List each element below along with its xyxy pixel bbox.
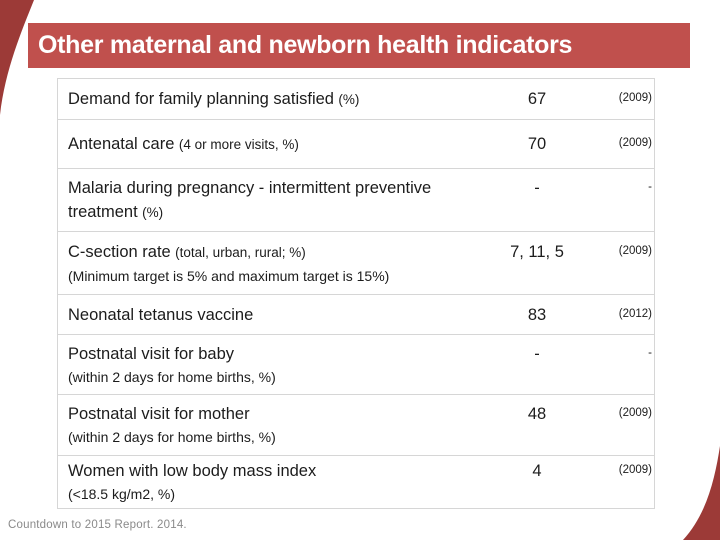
indicator-note: (total, urban, rural; %) [175,244,306,260]
indicator-subnote: (Minimum target is 5% and maximum target… [68,267,390,284]
indicator-value: 4 [532,462,542,480]
indicator-label-cell: Postnatal visit for baby (within 2 days … [58,342,477,388]
indicator-label: Neonatal tetanus vaccine [68,305,254,324]
indicator-label: Malaria during pregnancy - intermittent … [68,178,432,221]
indicator-value: 48 [527,405,547,423]
indicator-value: - [534,178,540,197]
indicator-label-cell: Postnatal visit for mother (within 2 day… [58,402,477,448]
indicator-subnote: (within 2 days for home births, %) [68,429,276,445]
indicator-year: (2012) [618,307,652,320]
indicator-label-line: C-section rate (total, urban, rural; %) [68,240,471,265]
indicator-label-line: Antenatal care (4 or more visits, %) [68,132,471,157]
indicator-note: (4 or more visits, %) [178,136,299,152]
indicator-year: (2009) [618,407,652,419]
indicator-year: (2009) [618,464,652,476]
table-row: Demand for family planning satisfied (%)… [58,79,654,119]
table-row-inner: Demand for family planning satisfied (%)… [58,87,654,112]
indicator-label-cell: Malaria during pregnancy - intermittent … [58,176,477,225]
indicator-label-line: Neonatal tetanus vaccine [68,303,471,327]
page-title: Other maternal and newborn health indica… [38,31,573,59]
title-banner: Other maternal and newborn health indica… [28,23,690,68]
footer-citation: Countdown to 2015 Report. 2014. [8,519,187,531]
indicator-subnote: (within 2 days for home births, %) [68,368,276,385]
table-row: Neonatal tetanus vaccine 83 (2012) [58,294,654,334]
indicator-note: (%) [338,91,360,107]
indicator-label-cell: Demand for family planning satisfied (%) [58,87,477,112]
table-row-inner: Postnatal visit for baby (within 2 days … [58,342,654,388]
indicator-label: Postnatal visit for mother [68,405,250,423]
table-row: C-section rate (total, urban, rural; %) … [58,231,654,294]
indicator-label: Women with low body mass index [68,462,317,480]
table-row-inner: Neonatal tetanus vaccine 83 (2012) [58,303,654,327]
indicator-year: - [648,180,652,193]
indicator-label-line: Postnatal visit for baby [68,342,471,366]
table-row: Malaria during pregnancy - intermittent … [58,168,654,231]
corner-accent-top-left [0,0,34,115]
indicator-note: (%) [142,204,164,220]
indicator-label-cell: Antenatal care (4 or more visits, %) [58,132,477,157]
table-row-inner: Postnatal visit for mother (within 2 day… [58,402,654,448]
indicator-label-line: Postnatal visit for mother [68,402,471,426]
table-row-inner: Malaria during pregnancy - intermittent … [58,176,654,225]
indicator-label-cell: Women with low body mass index (<18.5 kg… [58,459,477,505]
table-row: Postnatal visit for mother (within 2 day… [58,394,654,455]
indicator-value: 67 [527,89,547,108]
indicator-value: 70 [527,134,547,153]
indicator-year: (2009) [618,136,652,149]
indicator-year: (2009) [618,91,652,104]
indicator-label: C-section rate [68,242,171,261]
corner-accent-bottom-right [683,446,720,540]
indicator-label: Demand for family planning satisfied [68,89,334,108]
indicators-table: Demand for family planning satisfied (%)… [57,78,655,509]
indicator-label-line: Demand for family planning satisfied (%) [68,87,471,112]
indicator-label-cell: C-section rate (total, urban, rural; %) … [58,240,477,287]
indicator-label-cell: Neonatal tetanus vaccine [58,303,477,327]
indicator-subnote: (<18.5 kg/m2, %) [68,486,175,502]
indicator-label-line: Malaria during pregnancy - intermittent … [68,176,471,225]
table-row-inner: Women with low body mass index (<18.5 kg… [58,459,654,505]
table-row-inner: Antenatal care (4 or more visits, %) 70 … [58,132,654,157]
indicator-label: Antenatal care [68,134,175,153]
indicator-value: - [534,344,540,363]
indicator-label: Postnatal visit for baby [68,344,234,363]
table-row: Women with low body mass index (<18.5 kg… [58,455,654,508]
indicator-value: 83 [527,305,547,324]
indicator-year: - [648,346,652,359]
table-row-inner: C-section rate (total, urban, rural; %) … [58,240,654,287]
indicator-value: 7, 11, 5 [510,242,564,261]
indicator-label-line: Women with low body mass index [68,459,471,483]
table-row: Antenatal care (4 or more visits, %) 70 … [58,119,654,168]
table-row: Postnatal visit for baby (within 2 days … [58,334,654,394]
indicator-year: (2009) [618,244,652,257]
